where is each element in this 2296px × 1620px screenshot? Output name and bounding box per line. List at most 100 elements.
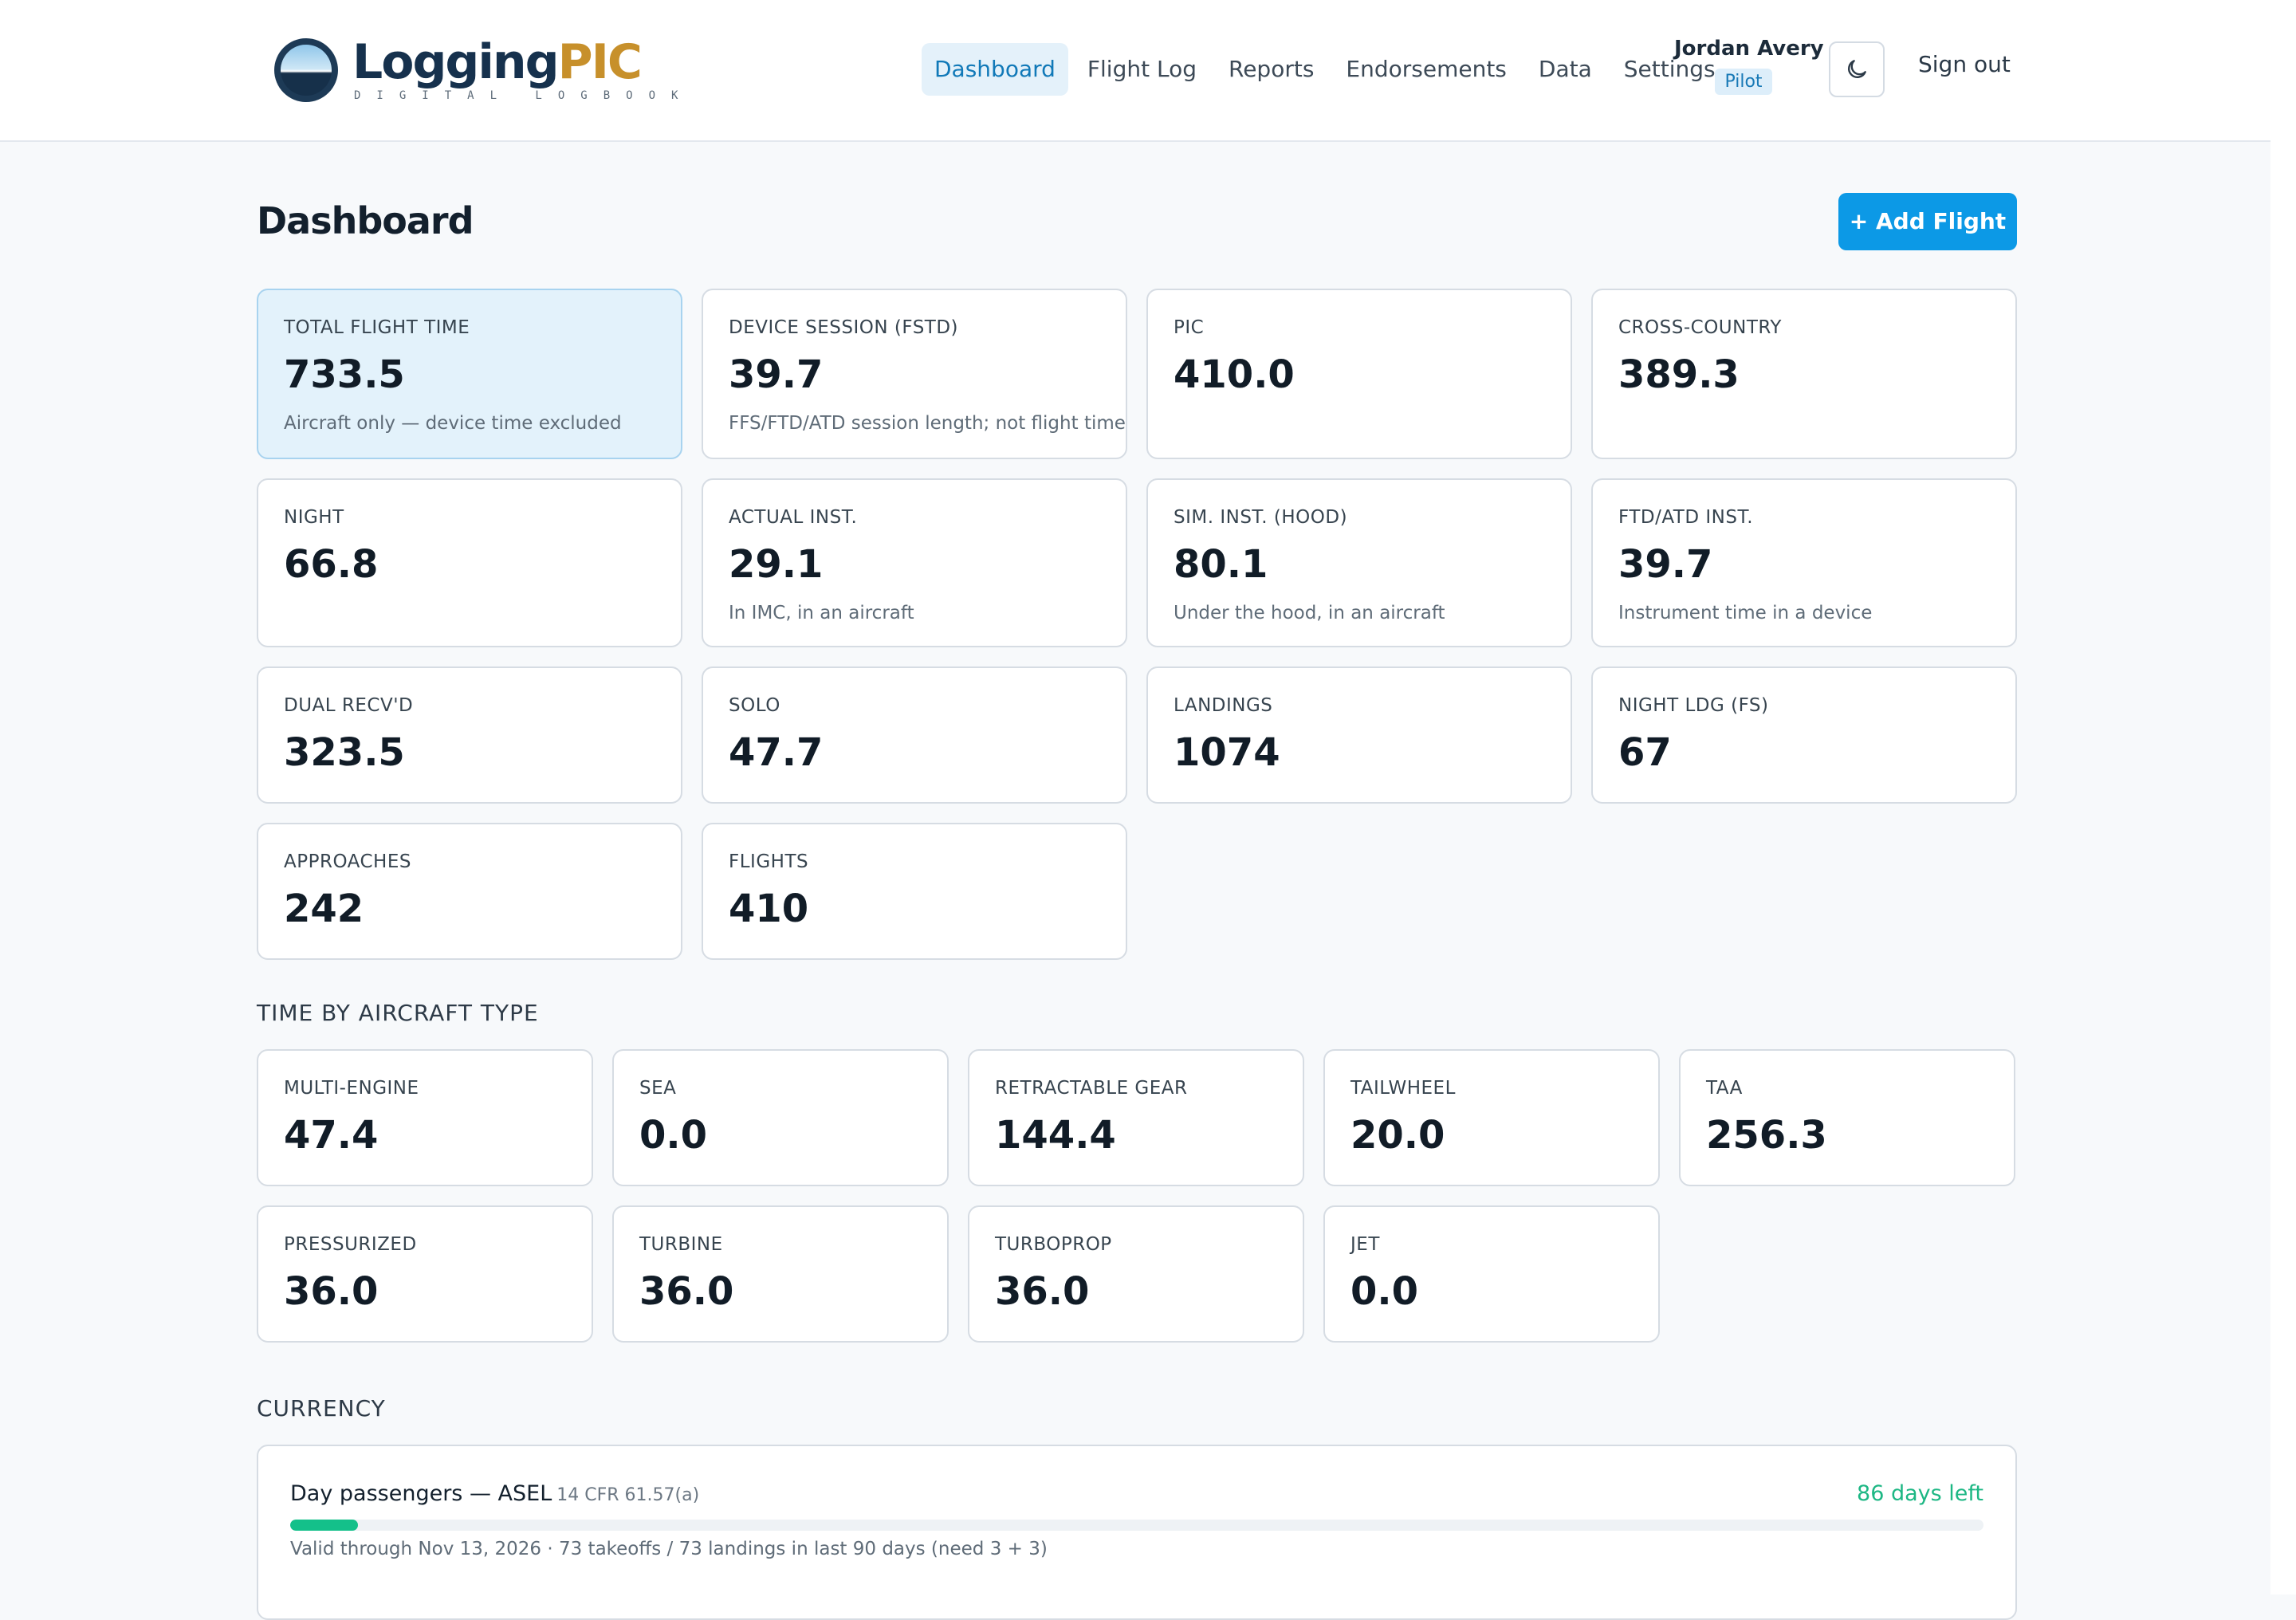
type-value: 47.4 (284, 1113, 379, 1158)
type-value: 0.0 (1350, 1269, 1419, 1314)
type-card-retractable-gear: RETRACTABLE GEAR 144.4 (968, 1049, 1304, 1186)
type-value: 256.3 (1706, 1113, 1827, 1158)
stat-note: Aircraft only — device time excluded (284, 413, 622, 434)
stat-card-simulated-instrument: SIM. INST. (HOOD) 80.1 Under the hood, i… (1146, 478, 1572, 647)
type-label: MULTI-ENGINE (284, 1078, 419, 1099)
nav-endorsements[interactable]: Endorsements (1346, 56, 1507, 82)
currency-detail: Valid through Nov 13, 2026 · 73 takeoffs… (290, 1539, 1048, 1559)
page-title: Dashboard (257, 199, 474, 242)
currency-progress-track (290, 1520, 1983, 1531)
logo-wordmark: LoggingPIC (352, 34, 643, 90)
stat-value: 1074 (1174, 730, 1280, 775)
nav-reports[interactable]: Reports (1229, 56, 1315, 82)
type-label: JET (1350, 1234, 1380, 1255)
type-label: SEA (639, 1078, 677, 1099)
stat-label: NIGHT (284, 507, 344, 528)
stat-note: In IMC, in an aircraft (729, 603, 914, 623)
stat-card-solo: SOLO 47.7 (702, 666, 1127, 804)
type-value: 144.4 (995, 1113, 1116, 1158)
stat-label: DUAL RECV'D (284, 695, 414, 716)
type-card-tailwheel: TAILWHEEL 20.0 (1323, 1049, 1660, 1186)
stat-value: 389.3 (1618, 352, 1740, 397)
type-label: TURBINE (639, 1234, 723, 1255)
section-title-currency: CURRENCY (257, 1395, 386, 1421)
stat-label: NIGHT LDG (FS) (1618, 695, 1769, 716)
stat-label: ACTUAL INST. (729, 507, 858, 528)
section-title-aircraft-type: TIME BY AIRCRAFT TYPE (257, 1000, 539, 1026)
nav-flight-log[interactable]: Flight Log (1087, 56, 1197, 82)
currency-panel: Day passengers — ASEL 14 CFR 61.57(a) 86 … (257, 1445, 2017, 1620)
theme-toggle-button[interactable] (1829, 41, 1885, 97)
stat-value: 47.7 (729, 730, 824, 775)
type-label: PRESSURIZED (284, 1234, 417, 1255)
sign-out-link[interactable]: Sign out (1918, 51, 2011, 77)
nav-settings[interactable]: Settings (1623, 56, 1716, 82)
stat-label: APPROACHES (284, 851, 411, 872)
stat-card-approaches: APPROACHES 242 (257, 823, 682, 960)
type-value: 20.0 (1350, 1113, 1445, 1158)
type-card-multi-engine: MULTI-ENGINE 47.4 (257, 1049, 593, 1186)
stat-note: Instrument time in a device (1618, 603, 1873, 623)
type-value: 36.0 (995, 1269, 1090, 1314)
logo-tagline: DIGITAL LOGBOOK (354, 89, 694, 102)
stat-value: 66.8 (284, 542, 379, 587)
stat-note: Under the hood, in an aircraft (1174, 603, 1445, 623)
stat-label: SIM. INST. (HOOD) (1174, 507, 1348, 528)
type-value: 36.0 (639, 1269, 734, 1314)
add-flight-button[interactable]: + Add Flight (1838, 193, 2017, 250)
user-menu[interactable]: Jordan Avery Pilot (1674, 37, 1824, 95)
stat-card-actual-instrument: ACTUAL INST. 29.1 In IMC, in an aircraft (702, 478, 1127, 647)
type-card-taa: TAA 256.3 (1679, 1049, 2015, 1186)
stat-card-landings: LANDINGS 1074 (1146, 666, 1572, 804)
type-card-jet: JET 0.0 (1323, 1205, 1660, 1343)
stat-value: 39.7 (1618, 542, 1713, 587)
currency-regulation: 14 CFR 61.57(a) (556, 1485, 700, 1505)
stat-card-flights: FLIGHTS 410 (702, 823, 1127, 960)
stat-card-night: NIGHT 66.8 (257, 478, 682, 647)
stat-label: FLIGHTS (729, 851, 809, 872)
app-logo[interactable]: LoggingPIC DIGITAL LOGBOOK (274, 34, 678, 107)
type-value: 36.0 (284, 1269, 379, 1314)
type-card-pressurized: PRESSURIZED 36.0 (257, 1205, 593, 1343)
nav-dashboard[interactable]: Dashboard (922, 43, 1068, 96)
currency-progress-fill (290, 1520, 358, 1531)
stat-label: PIC (1174, 317, 1205, 338)
stat-value: 80.1 (1174, 542, 1268, 587)
stat-value: 410 (729, 887, 809, 931)
stat-label: FTD/ATD INST. (1618, 507, 1754, 528)
stat-card-night-landings: NIGHT LDG (FS) 67 (1591, 666, 2017, 804)
stat-card-device-session: DEVICE SESSION (FSTD) 39.7 FFS/FTD/ATD s… (702, 289, 1127, 459)
stat-label: CROSS-COUNTRY (1618, 317, 1782, 338)
stat-value: 242 (284, 887, 364, 931)
stat-value: 29.1 (729, 542, 824, 587)
nav-data[interactable]: Data (1538, 56, 1592, 82)
type-card-turbine: TURBINE 36.0 (612, 1205, 949, 1343)
user-name: Jordan Avery (1674, 37, 1824, 61)
moon-icon (1848, 60, 1866, 78)
stat-value: 410.0 (1174, 352, 1295, 397)
type-card-turboprop: TURBOPROP 36.0 (968, 1205, 1304, 1343)
type-label: TAA (1706, 1078, 1743, 1099)
stat-card-total-flight-time: TOTAL FLIGHT TIME 733.5 Aircraft only — … (257, 289, 682, 459)
stat-label: LANDINGS (1174, 695, 1273, 716)
user-role-badge: Pilot (1715, 69, 1772, 95)
stat-value: 733.5 (284, 352, 405, 397)
stat-label: SOLO (729, 695, 780, 716)
currency-item-name: Day passengers — ASEL 14 CFR 61.57(a) (290, 1481, 700, 1506)
type-label: RETRACTABLE GEAR (995, 1078, 1188, 1099)
stat-label: TOTAL FLIGHT TIME (284, 317, 470, 338)
logo-emblem-icon (274, 38, 338, 102)
stat-card-dual-received: DUAL RECV'D 323.5 (257, 666, 682, 804)
stat-value: 67 (1618, 730, 1672, 775)
type-label: TAILWHEEL (1350, 1078, 1456, 1099)
stat-value: 39.7 (729, 352, 824, 397)
type-label: TURBOPROP (995, 1234, 1112, 1255)
stat-label: DEVICE SESSION (FSTD) (729, 317, 959, 338)
stat-note: FFS/FTD/ATD session length; not flight t… (729, 413, 1126, 434)
stat-card-pic: PIC 410.0 (1146, 289, 1572, 459)
type-value: 0.0 (639, 1113, 708, 1158)
currency-status: 86 days left (1857, 1481, 1983, 1506)
stat-card-cross-country: CROSS-COUNTRY 389.3 (1591, 289, 2017, 459)
stat-value: 323.5 (284, 730, 405, 775)
stat-card-ftd-atd-instrument: FTD/ATD INST. 39.7 Instrument time in a … (1591, 478, 2017, 647)
